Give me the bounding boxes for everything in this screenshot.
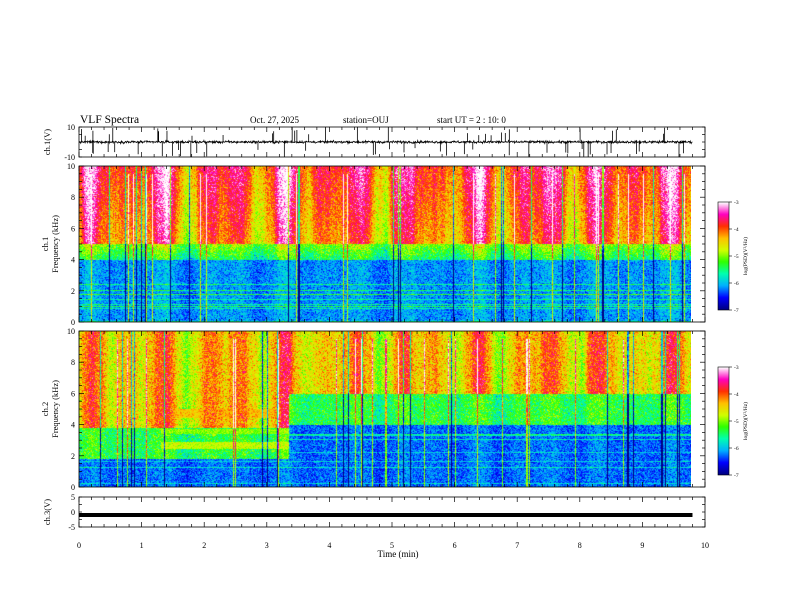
x-tick-label: 3 [265,541,269,550]
y-tick-label: 8 [71,193,75,202]
colorbar-tick-label: -6 [734,281,739,287]
ch3-waveform-panel: 5 0 -5 ch.3(V) [42,493,706,532]
x-tick-label: 6 [453,541,457,550]
colorbar-tick-label: -5 [734,419,739,425]
x-tick-label: 9 [640,541,644,550]
ch1-spectrogram-ylabel-line1: ch.1 [40,237,50,251]
ch3-ytick-bottom: -5 [68,523,75,532]
y-tick-label: 2 [71,287,75,296]
ch1-colorbar: -3 -4 -5 -6 -7 log(PSD)(V²/Hz) [717,200,749,314]
x-tick-label: 1 [140,541,144,550]
ch1-spectrogram-image [79,166,691,322]
y-tick-label: 0 [71,483,75,492]
ch1-waveform-trace [79,127,693,157]
colorbar-tick-label: -7 [734,308,739,314]
colorbar-tick-label: -6 [734,446,739,452]
ch1-colorbar-label: log(PSD)(V²/Hz) [742,237,749,275]
ch1-waveform-ylabel: ch.1(V) [42,129,52,155]
x-tick-label: 0 [77,541,81,550]
ch2-colorbar-gradient [718,367,729,475]
ch1-colorbar-gradient [718,202,729,310]
x-tick-label: 2 [202,541,206,550]
colorbar-tick-label: -4 [734,392,739,398]
y-tick-label: 4 [71,421,75,430]
colorbar-tick-label: -3 [734,365,739,371]
date-label: Oct. 27, 2025 [250,115,299,125]
colorbar-tick-label: -7 [734,473,739,479]
x-tick-label: 4 [327,541,331,550]
ch2-spectrogram-ylabel-line1: ch.2 [40,402,50,416]
x-tick-label: 8 [578,541,582,550]
y-tick-label: 10 [67,327,75,336]
colorbar-tick-label: -5 [734,254,739,260]
ch1-spectrogram-panel: 0 2 4 6 8 10 ch.1 Frequency (kHz) [40,162,706,327]
x-tick-label: 10 [701,541,709,550]
y-tick-label: 10 [67,162,75,171]
y-tick-label: 6 [71,389,75,398]
y-tick-label: 0 [71,318,75,327]
colorbar-tick-label: -4 [734,227,739,233]
y-tick-label: 8 [71,358,75,367]
ch3-waveform-ylabel: ch.3(V) [42,499,52,525]
ch3-ytick-top: 5 [71,493,75,502]
time-axis-ticks [78,127,706,527]
ch3-ytick-middle: 0 [71,508,75,517]
start-ut-label: start UT = 2 : 10: 0 [437,115,506,125]
y-tick-label: 4 [71,256,75,265]
ch2-colorbar: -3 -4 -5 -6 -7 log(PSD)(V²/Hz) [717,365,749,479]
ch2-spectrogram-panel: 0 2 4 6 8 10 ch.2 Frequency (kHz) [40,327,706,492]
station-label: station=OUJ [343,115,389,125]
ch2-spectrogram-ylabel-line2: Frequency (kHz) [50,380,60,438]
colorbar-tick-label: -3 [734,200,739,206]
x-tick-label: 5 [390,541,394,550]
ch1-ytick-top: 10 [67,123,75,132]
figure-title: VLF Spectra [80,114,139,126]
x-tick-label: 7 [515,541,519,550]
y-tick-label: 2 [71,452,75,461]
ch1-spectrogram-ylabel-line2: Frequency (kHz) [50,215,60,273]
ch2-colorbar-label: log(PSD)(V²/Hz) [742,402,749,440]
time-axis-tick-labels: 0 1 2 3 4 5 6 7 8 9 10 [77,541,709,550]
ch2-spectrogram-image [79,331,691,487]
y-tick-label: 6 [71,224,75,233]
ch1-ytick-bottom: -10 [64,153,75,162]
time-axis-label: Time (min) [378,549,419,559]
